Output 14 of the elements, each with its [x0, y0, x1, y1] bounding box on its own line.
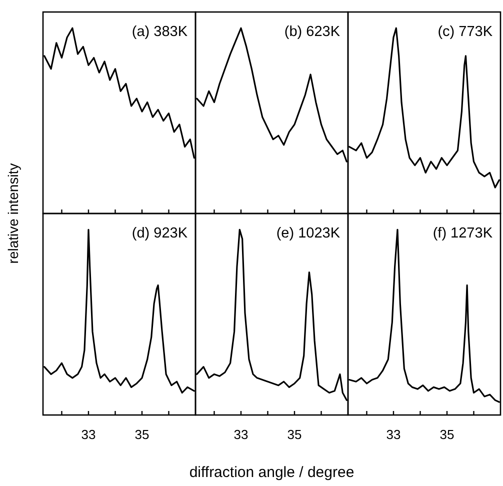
x-tick-label: 35	[287, 427, 302, 442]
x-tick-label: 33	[81, 427, 96, 442]
chart-title: (c) 773K	[438, 24, 493, 40]
chart-title: (d) 923K	[132, 226, 188, 242]
x-tick-label: 35	[134, 427, 150, 442]
chart-title: (b) 623K	[284, 24, 340, 40]
chart-title: (e) 1023K	[276, 226, 340, 242]
chart-title: (a) 383K	[132, 24, 188, 40]
x-axis-title: diffraction angle / degree	[189, 464, 354, 481]
y-axis-title: relative intensity	[5, 163, 21, 264]
x-tick-label: 33	[234, 427, 248, 442]
chart-title: (f) 1273K	[432, 226, 493, 242]
x-tick-label: 33	[386, 427, 401, 442]
x-tick-label: 35	[440, 427, 454, 442]
